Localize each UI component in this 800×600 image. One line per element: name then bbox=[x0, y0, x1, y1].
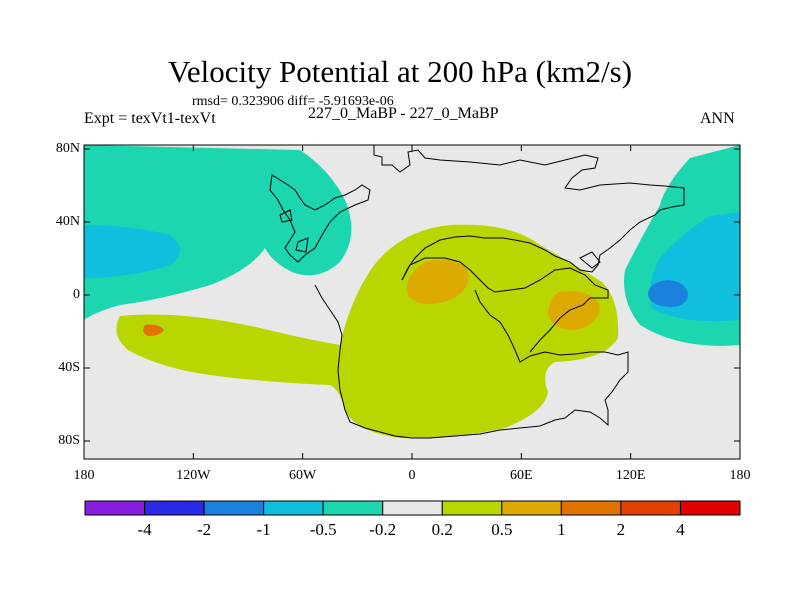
colorbar-label: 1 bbox=[557, 520, 566, 539]
pos-region-main bbox=[116, 224, 619, 439]
lon-tick-label: 60W bbox=[289, 468, 317, 483]
lon-tick-label: 120E bbox=[615, 468, 646, 483]
pos-core-africa bbox=[407, 259, 469, 304]
continent-outline-south-america bbox=[314, 284, 629, 439]
colorbar-swatch bbox=[620, 500, 681, 516]
plot-title: Velocity Potential at 200 hPa (km2/s) bbox=[167, 54, 633, 89]
colorbar-label: 0.5 bbox=[491, 520, 513, 539]
colorbar-label: 0.2 bbox=[431, 520, 453, 539]
colorbar-label: -2 bbox=[196, 520, 212, 539]
colorbar-swatch bbox=[560, 500, 622, 516]
lat-tick-label: 40N bbox=[55, 214, 80, 229]
neg-core-west bbox=[84, 225, 180, 278]
stats-label: rmsd= 0.323906 diff= -5.91693e-06 bbox=[192, 94, 394, 109]
colorbar-swatch bbox=[441, 500, 503, 516]
colorbar-label: -0.2 bbox=[369, 520, 397, 539]
colorbar-label: 4 bbox=[676, 520, 685, 539]
continent-outline-north bbox=[373, 145, 685, 281]
lat-tick-label: 40S bbox=[58, 360, 80, 375]
season-label: ANN bbox=[700, 110, 735, 127]
lon-tick-label: 180 bbox=[73, 468, 95, 483]
neg-core-east-strong bbox=[648, 280, 688, 308]
colorbar-swatch bbox=[84, 500, 146, 516]
lat-tick-label: 80N bbox=[55, 141, 80, 156]
continent-outline-americas bbox=[269, 174, 371, 263]
colorbar-swatch bbox=[679, 500, 741, 516]
lat-tick-label: 0 bbox=[73, 287, 80, 302]
lon-tick-label: 0 bbox=[408, 468, 416, 483]
colorbar-swatch bbox=[501, 500, 562, 516]
colorbar-label: -1 bbox=[256, 520, 271, 539]
colorbar-label: -0.5 bbox=[309, 520, 337, 539]
colorbar-swatch bbox=[322, 500, 384, 516]
neg-region-west bbox=[84, 145, 352, 320]
colorbar-label: 2 bbox=[616, 520, 626, 539]
continent-outline-islands bbox=[279, 209, 601, 269]
lon-tick-label: 180 bbox=[729, 468, 751, 483]
colorbar-swatch bbox=[382, 500, 443, 516]
colorbar bbox=[84, 500, 741, 516]
colorbar-swatch bbox=[144, 500, 205, 516]
continent-outline-africa bbox=[401, 257, 609, 353]
experiment-label: Expt = texVt1-texVt bbox=[84, 110, 216, 127]
colorbar-swatch bbox=[263, 500, 324, 516]
colorbar-label: -4 bbox=[137, 520, 152, 539]
lat-tick-label: 80S bbox=[58, 433, 80, 448]
pos-core-pacific bbox=[143, 324, 164, 336]
colorbar-swatch bbox=[203, 500, 265, 516]
case-label: 227_0_MaBP - 227_0_MaBP bbox=[308, 105, 499, 122]
lon-tick-label: 60E bbox=[510, 468, 533, 483]
lon-tick-label: 120W bbox=[176, 468, 211, 483]
